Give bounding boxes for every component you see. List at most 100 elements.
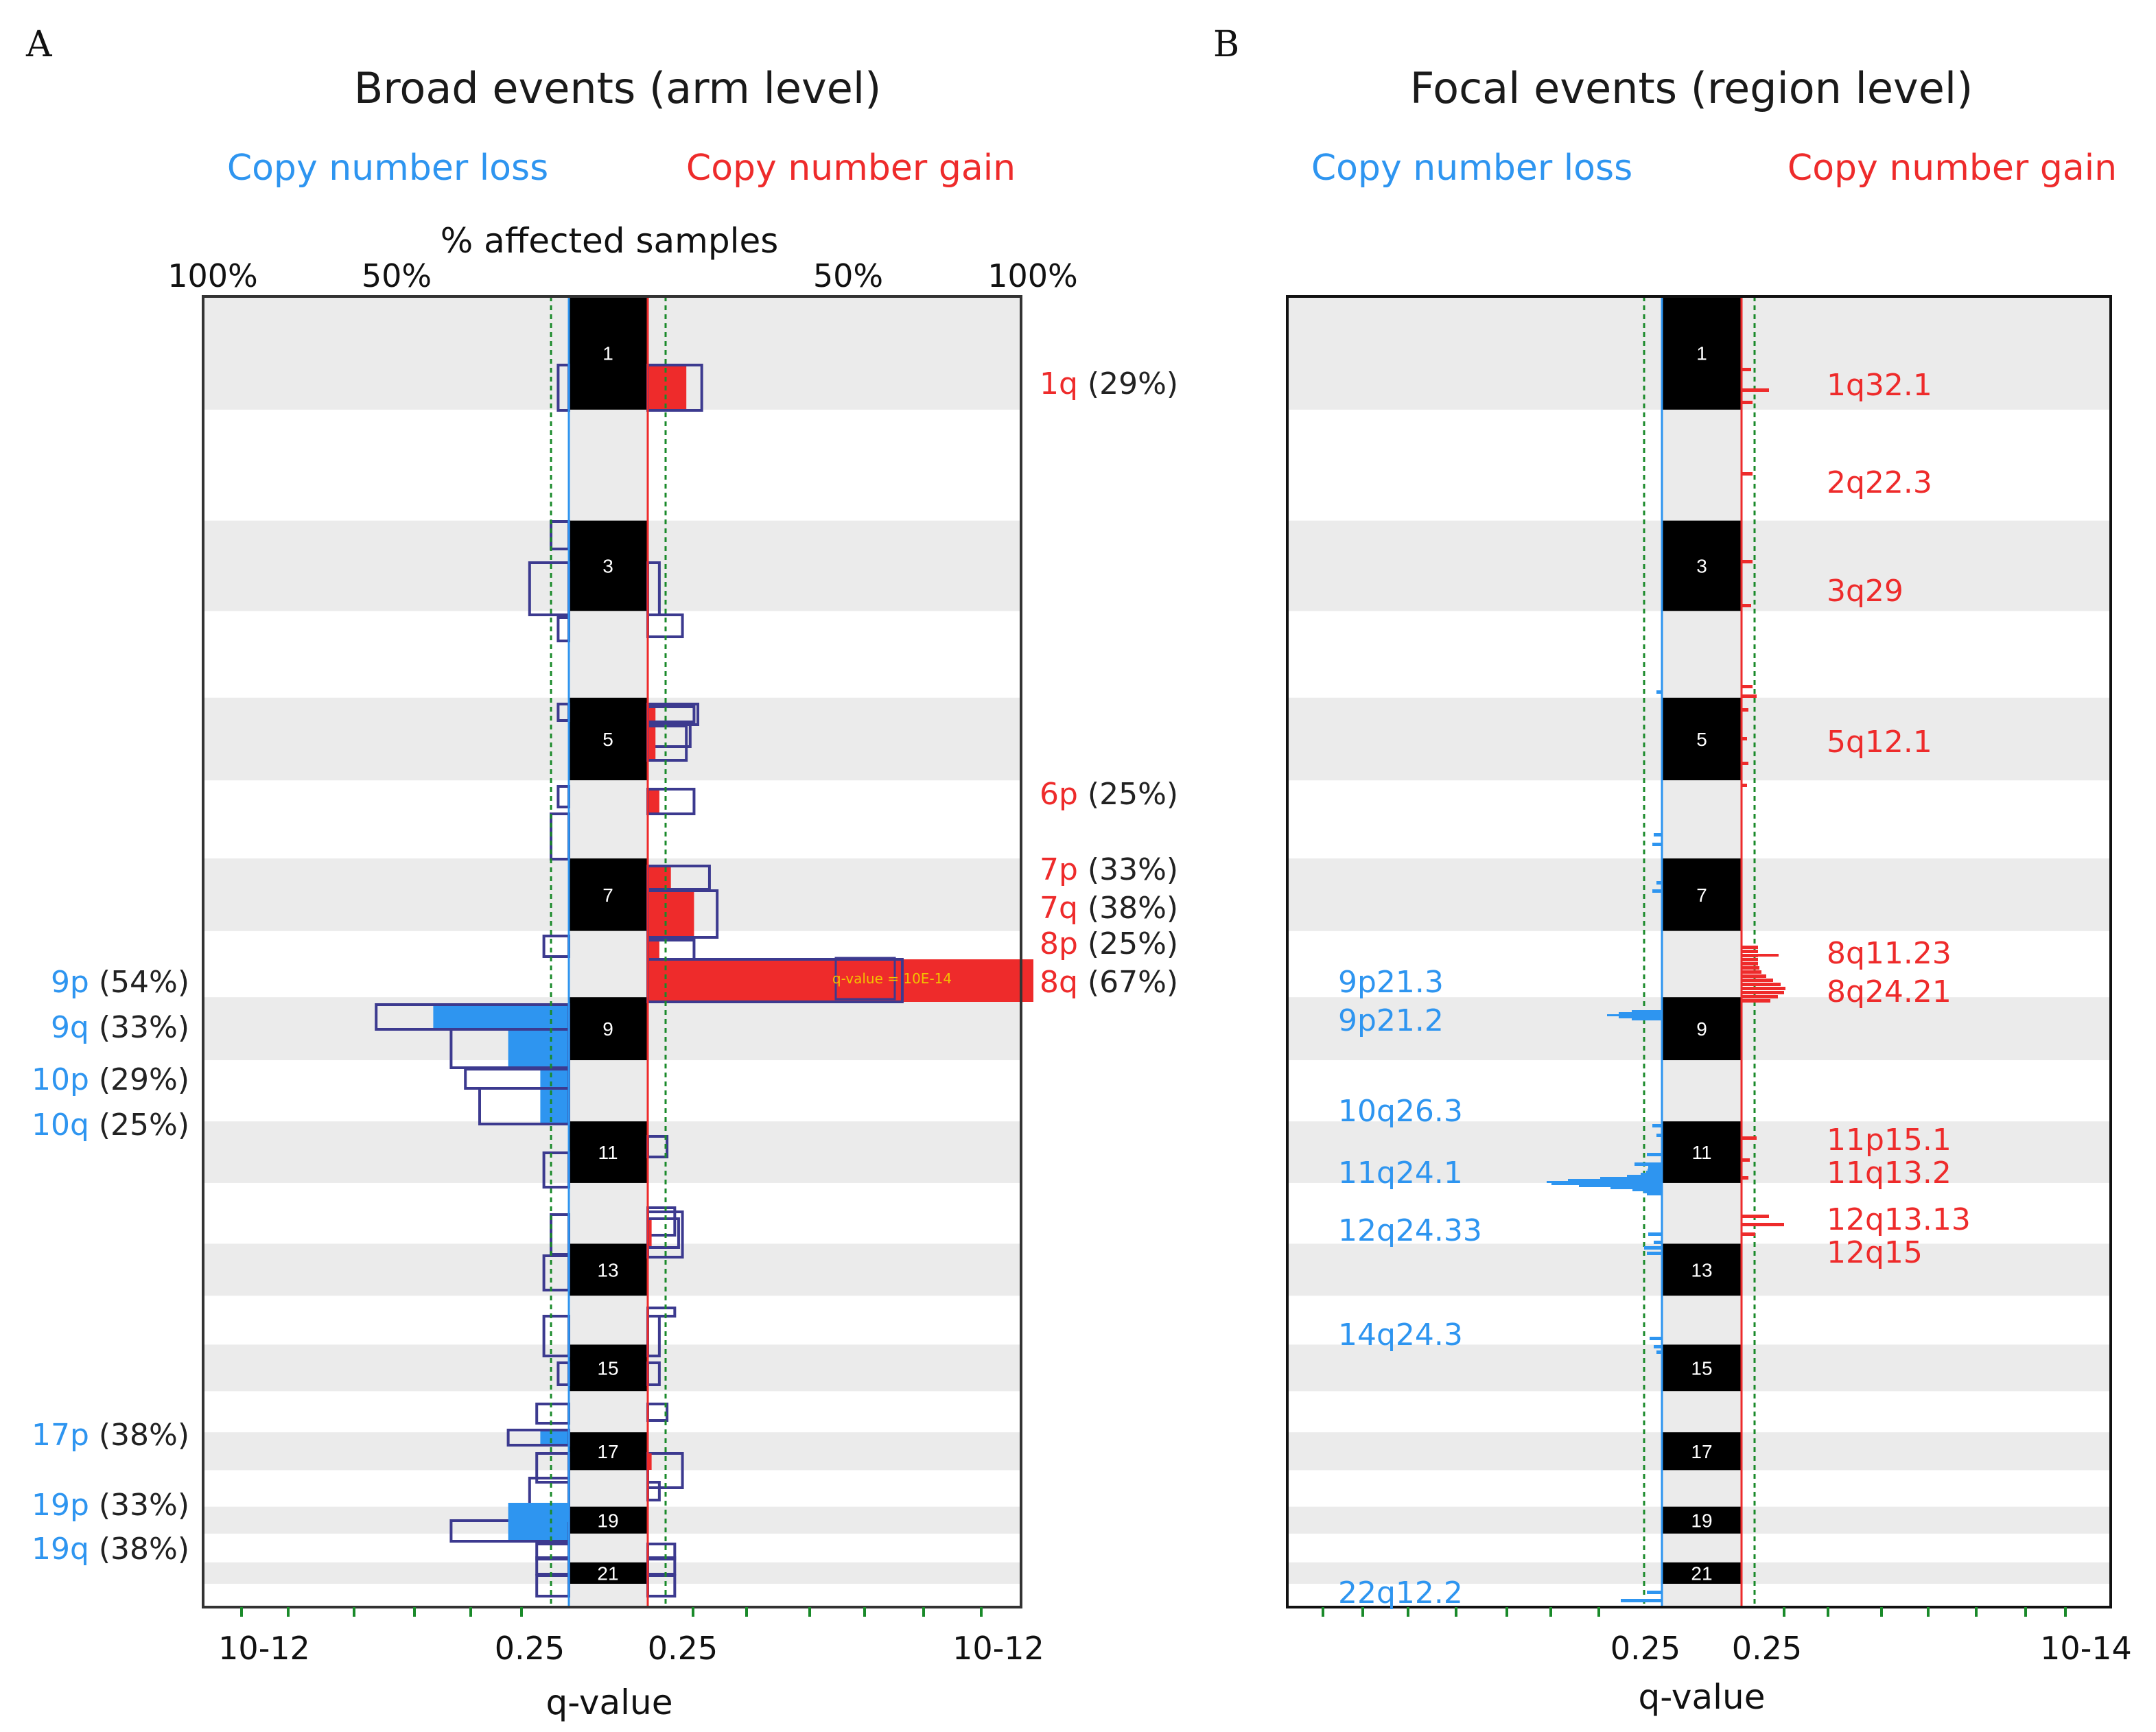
loss-bar [433, 1005, 569, 1029]
ideogram-segment [569, 1344, 648, 1392]
ideogram-segment [569, 858, 648, 931]
gain-peak [1742, 472, 1753, 476]
ideogram-segment [569, 1182, 648, 1244]
panel-a-loss-label: Copy number loss [227, 148, 548, 189]
panel-a-arm-labels: 1q (29%) 6p (25%) 7p (33%) 7q (38%)8p (25%)… [32, 366, 1178, 1567]
chromosome-number: 5 [1696, 729, 1707, 750]
chromosome-number: 7 [602, 885, 613, 906]
gain-region-label: 5q12.1 [1827, 725, 1932, 760]
panel-a-frame [202, 295, 1022, 1608]
gain-region-label: 2q22.3 [1827, 465, 1932, 500]
gain-peak [1742, 1176, 1748, 1180]
percent-label: (29%) [1078, 366, 1178, 401]
loss-peak [1656, 690, 1662, 694]
percent-label: (67%) [1078, 965, 1178, 1000]
panel-a-top-axis-label: % affected samples [441, 221, 779, 261]
panel-a-top-ticks: 100% 50% 50% 100% [167, 257, 1078, 294]
loss-outline [550, 812, 570, 861]
loss-arm-label: 19q (38%) [32, 1532, 189, 1567]
loss-region-label: 11q24.1 [1338, 1156, 1463, 1191]
loss-arm-label: 9q (33%) [51, 1010, 189, 1045]
chromosome-number: 15 [1691, 1357, 1712, 1379]
chromosome-number: 3 [602, 556, 613, 577]
loss-peak [1650, 1337, 1662, 1340]
chromosome-number: 13 [1691, 1259, 1712, 1280]
chromosome-number: 11 [1691, 1142, 1711, 1163]
ideogram-segment [569, 409, 648, 521]
gain-region-label: 12q13.13 [1827, 1202, 1971, 1237]
gain-peak [1742, 388, 1769, 392]
gain-peak [1742, 962, 1758, 966]
loss-peak [1652, 889, 1662, 893]
loss-outline [556, 785, 571, 808]
gain-peak [1742, 685, 1753, 688]
chromosome-number: 9 [1696, 1018, 1707, 1040]
gain-peak [1742, 979, 1773, 982]
gain-outline [646, 1403, 669, 1422]
percent-label: (33%) [1078, 852, 1178, 887]
loss-peak [1632, 1018, 1662, 1020]
loss-region-label: 12q24.33 [1338, 1213, 1482, 1248]
gain-peak [1742, 1136, 1757, 1140]
gain-peak [1742, 966, 1759, 970]
loss-bar [540, 1430, 569, 1445]
ideogram-segment [1662, 858, 1742, 931]
ideogram-segment [569, 1470, 648, 1507]
loss-peak [1551, 1183, 1662, 1185]
loss-peak [1656, 881, 1662, 885]
chromosome-number: 5 [602, 729, 613, 750]
gain-peak [1742, 983, 1781, 986]
ideogram-segment [1662, 1584, 1742, 1607]
ideogram-segment [1662, 1121, 1742, 1183]
ideogram-segment [1662, 1562, 1742, 1584]
panel-b-loss-label: Copy number loss [1311, 148, 1632, 189]
ideogram-segment [569, 997, 648, 1061]
loss-arm-label: 17p (38%) [32, 1418, 189, 1453]
panel-b-frame [1286, 295, 2112, 1608]
ideogram-segment [569, 1391, 648, 1433]
gain-peak [1742, 401, 1753, 404]
gain-peak [1742, 958, 1758, 961]
ideogram-segment [569, 296, 648, 410]
ideogram-segment [1662, 1391, 1742, 1433]
ideogram-segment [1662, 1296, 1742, 1345]
chromosome-number: 9 [602, 1018, 613, 1040]
gain-region-label: 11p15.1 [1827, 1123, 1952, 1158]
loss-arm-label: 19p (33%) [32, 1488, 189, 1523]
ideogram-segment [569, 520, 648, 611]
gain-region-label: 3q29 [1827, 574, 1903, 609]
gain-peak [1742, 999, 1770, 1003]
panel-letter-a: A [25, 24, 53, 65]
loss-region-label: 9p21.3 [1338, 965, 1444, 1000]
loss-peak [1579, 1185, 1662, 1187]
loss-peak [1627, 1175, 1662, 1177]
ideogram-segment [569, 1506, 648, 1534]
ideogram-segment [1662, 1182, 1742, 1244]
gain-arm-label: 6p (25%) [1040, 777, 1178, 812]
chromosome-number: 17 [1691, 1441, 1712, 1462]
loss-region-label: 10q26.3 [1338, 1094, 1463, 1129]
ideogram-segment [1662, 697, 1742, 781]
chromosome-number: 7 [1696, 885, 1707, 906]
chromosome-number: 17 [597, 1441, 618, 1462]
top-tick-label: 50% [813, 257, 883, 294]
panel-b-bottom-tick-marks [1322, 1607, 2067, 1617]
loss-peak [1619, 1016, 1662, 1018]
gain-bar [648, 1453, 652, 1470]
gain-peak [1742, 708, 1748, 712]
panel-a-q-value-label: q-value [546, 1683, 672, 1722]
ideogram-segment [569, 611, 648, 698]
ideogram-segment [1662, 1432, 1742, 1471]
gain-arm-label: 1q (29%) [1040, 366, 1178, 401]
ideogram-segment [1662, 409, 1742, 521]
gain-bar [648, 789, 659, 814]
loss-peak [1656, 1134, 1662, 1137]
chromosome-number: 3 [1696, 556, 1707, 577]
percent-label: (54%) [89, 965, 189, 1000]
loss-peak [1632, 1189, 1662, 1191]
loss-peak [1656, 1350, 1662, 1354]
loss-peak [1648, 1169, 1662, 1171]
loss-peak [1641, 1173, 1662, 1175]
